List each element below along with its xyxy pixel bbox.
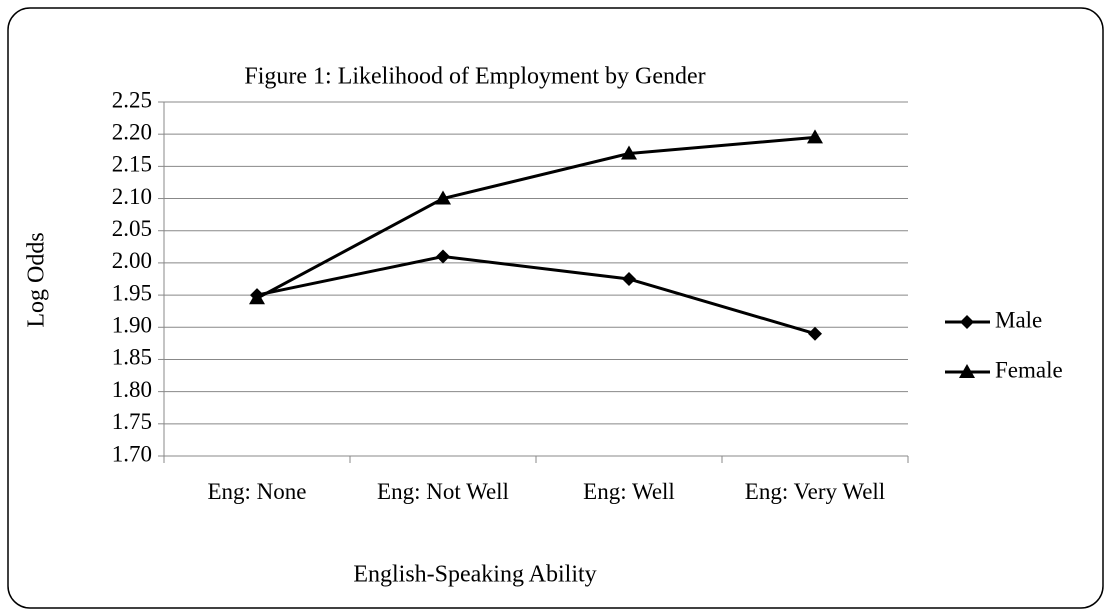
legend-marker <box>960 315 974 329</box>
series-line <box>256 254 816 336</box>
y-tick-label: 1.75 <box>112 409 152 434</box>
y-tick-label: 2.10 <box>112 184 152 209</box>
y-tick-label: 1.70 <box>112 441 152 466</box>
data-point <box>436 249 450 264</box>
chart-border <box>7 7 1104 609</box>
y-tick-label: 2.15 <box>112 152 152 177</box>
x-tick-label: Eng: Not Well <box>377 479 509 504</box>
chart-title: Figure 1: Likelihood of Employment by Ge… <box>244 64 705 90</box>
data-point <box>249 290 265 305</box>
series-line <box>256 135 816 300</box>
y-tick-label: 1.80 <box>112 377 152 402</box>
legend-marker <box>959 364 975 378</box>
data-point <box>808 326 822 341</box>
x-axis-label: English-Speaking Ability <box>353 562 596 588</box>
x-tick-label: Eng: Very Well <box>744 479 886 504</box>
y-tick-label: 2.25 <box>112 87 152 112</box>
data-point <box>621 145 637 160</box>
y-tick-label: 2.00 <box>112 248 152 273</box>
y-tick-label: 1.90 <box>112 313 152 338</box>
data-point <box>807 129 823 144</box>
data-point <box>622 272 636 286</box>
x-tick-label: Eng: None <box>207 479 307 504</box>
y-axis-label: Log Odds <box>24 232 50 327</box>
y-tick-label: 2.05 <box>112 216 152 241</box>
legend-label: Male <box>995 307 1042 332</box>
x-tick-label: Eng: Well <box>583 479 675 504</box>
y-tick-label: 1.95 <box>112 280 152 305</box>
y-tick-label: 2.20 <box>112 119 152 144</box>
data-point <box>435 190 451 205</box>
legend-label: Female <box>995 357 1063 382</box>
y-tick-label: 1.85 <box>112 345 152 370</box>
